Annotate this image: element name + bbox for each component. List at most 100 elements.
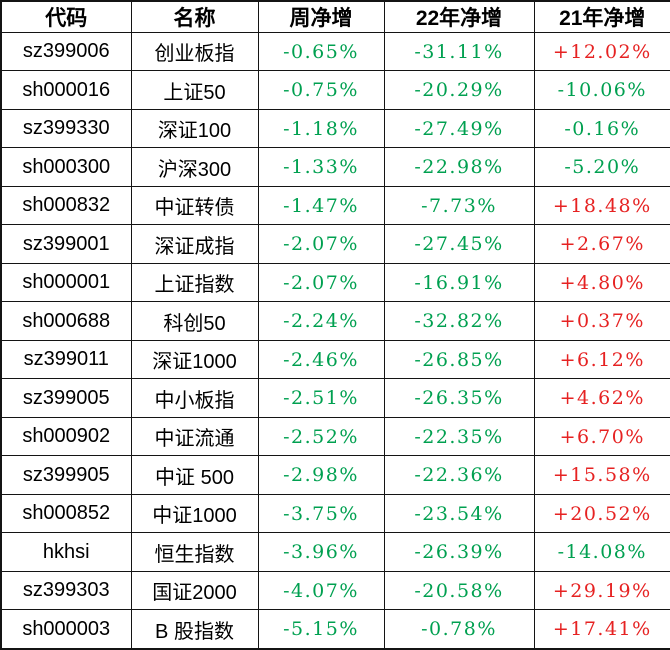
table-row: sz399330 深证100 -1.18% -27.49% -0.16% bbox=[0, 108, 670, 149]
week-change-cell: -2.07% bbox=[257, 262, 385, 303]
year-2021-change-cell: +20.52% bbox=[533, 493, 670, 534]
year-2022-change-cell: -20.58% bbox=[383, 570, 535, 611]
index-name-cell: 中小板指 bbox=[130, 378, 259, 418]
week-change-cell: -2.98% bbox=[257, 455, 385, 495]
week-change-cell: -2.07% bbox=[257, 224, 385, 264]
index-code-cell: sz399330 bbox=[0, 108, 132, 149]
week-change-cell: -1.18% bbox=[257, 108, 385, 149]
index-code-cell: sh000852 bbox=[0, 493, 132, 534]
week-change-cell: -3.75% bbox=[257, 493, 385, 534]
year-2022-change-cell: -22.36% bbox=[383, 455, 535, 495]
index-name-cell: 上证指数 bbox=[130, 262, 259, 303]
table-row: sh000832 中证转债 -1.47% -7.73% +18.48% bbox=[0, 185, 670, 226]
header-row: 代码 名称 周净增 22年净增 21年净增 bbox=[0, 0, 670, 33]
index-code-cell: sh000001 bbox=[0, 262, 132, 303]
table-row: sh000852 中证1000 -3.75% -23.54% +20.52% bbox=[0, 493, 670, 534]
year-2021-change-cell: +12.02% bbox=[533, 31, 670, 72]
week-change-cell: -5.15% bbox=[257, 609, 385, 650]
week-change-cell: -2.24% bbox=[257, 301, 385, 341]
index-name-cell: 深证100 bbox=[130, 108, 259, 149]
index-name-cell: 国证2000 bbox=[130, 570, 259, 611]
index-name-cell: 中证 500 bbox=[130, 455, 259, 495]
year-2022-change-cell: -20.29% bbox=[383, 70, 535, 110]
table-row: hkhsi 恒生指数 -3.96% -26.39% -14.08% bbox=[0, 532, 670, 572]
index-code-cell: sz399001 bbox=[0, 224, 132, 264]
table-row: sz399005 中小板指 -2.51% -26.35% +4.62% bbox=[0, 378, 670, 418]
col-header-week-change: 周净增 bbox=[257, 0, 385, 33]
table-row: sh000003 B 股指数 -5.15% -0.78% +17.41% bbox=[0, 609, 670, 650]
week-change-cell: -2.51% bbox=[257, 378, 385, 418]
index-name-cell: 中证流通 bbox=[130, 416, 259, 457]
table-row: sh000016 上证50 -0.75% -20.29% -10.06% bbox=[0, 70, 670, 110]
table-row: sz399905 中证 500 -2.98% -22.36% +15.58% bbox=[0, 455, 670, 495]
year-2021-change-cell: +4.80% bbox=[533, 262, 670, 303]
week-change-cell: -0.75% bbox=[257, 70, 385, 110]
index-code-cell: sz399011 bbox=[0, 339, 132, 380]
year-2022-change-cell: -7.73% bbox=[383, 185, 535, 226]
week-change-cell: -2.46% bbox=[257, 339, 385, 380]
year-2021-change-cell: +18.48% bbox=[533, 185, 670, 226]
year-2021-change-cell: +2.67% bbox=[533, 224, 670, 264]
year-2021-change-cell: +15.58% bbox=[533, 455, 670, 495]
year-2022-change-cell: -31.11% bbox=[383, 31, 535, 72]
col-header-name: 名称 bbox=[130, 0, 259, 33]
year-2021-change-cell: -14.08% bbox=[533, 532, 670, 572]
index-name-cell: 创业板指 bbox=[130, 31, 259, 72]
week-change-cell: -1.47% bbox=[257, 185, 385, 226]
index-name-cell: 沪深300 bbox=[130, 147, 259, 187]
week-change-cell: -1.33% bbox=[257, 147, 385, 187]
year-2022-change-cell: -16.91% bbox=[383, 262, 535, 303]
year-2021-change-cell: -0.16% bbox=[533, 108, 670, 149]
year-2021-change-cell: +17.41% bbox=[533, 609, 670, 650]
index-name-cell: 中证转债 bbox=[130, 185, 259, 226]
year-2021-change-cell: +29.19% bbox=[533, 570, 670, 611]
year-2022-change-cell: -26.39% bbox=[383, 532, 535, 572]
index-code-cell: sz399005 bbox=[0, 378, 132, 418]
index-code-cell: sh000003 bbox=[0, 609, 132, 650]
table-row: sz399303 国证2000 -4.07% -20.58% +29.19% bbox=[0, 570, 670, 611]
year-2021-change-cell: -5.20% bbox=[533, 147, 670, 187]
year-2022-change-cell: -27.49% bbox=[383, 108, 535, 149]
year-2022-change-cell: -23.54% bbox=[383, 493, 535, 534]
year-2021-change-cell: +6.70% bbox=[533, 416, 670, 457]
table-row: sz399011 深证1000 -2.46% -26.85% +6.12% bbox=[0, 339, 670, 380]
year-2022-change-cell: -32.82% bbox=[383, 301, 535, 341]
index-name-cell: 深证成指 bbox=[130, 224, 259, 264]
week-change-cell: -2.52% bbox=[257, 416, 385, 457]
index-code-cell: sh000832 bbox=[0, 185, 132, 226]
index-name-cell: 中证1000 bbox=[130, 493, 259, 534]
year-2022-change-cell: -27.45% bbox=[383, 224, 535, 264]
table-row: sh000688 科创50 -2.24% -32.82% +0.37% bbox=[0, 301, 670, 341]
year-2021-change-cell: +4.62% bbox=[533, 378, 670, 418]
col-header-2022-change: 22年净增 bbox=[383, 0, 535, 33]
index-code-cell: sz399006 bbox=[0, 31, 132, 72]
table-row: sz399006 创业板指 -0.65% -31.11% +12.02% bbox=[0, 31, 670, 72]
year-2022-change-cell: -26.35% bbox=[383, 378, 535, 418]
table-row: sh000902 中证流通 -2.52% -22.35% +6.70% bbox=[0, 416, 670, 457]
index-code-cell: sh000902 bbox=[0, 416, 132, 457]
index-code-cell: sh000016 bbox=[0, 70, 132, 110]
col-header-2021-change: 21年净增 bbox=[533, 0, 670, 33]
year-2022-change-cell: -22.35% bbox=[383, 416, 535, 457]
index-code-cell: sh000300 bbox=[0, 147, 132, 187]
index-code-cell: hkhsi bbox=[0, 532, 132, 572]
week-change-cell: -4.07% bbox=[257, 570, 385, 611]
index-code-cell: sh000688 bbox=[0, 301, 132, 341]
table-row: sz399001 深证成指 -2.07% -27.45% +2.67% bbox=[0, 224, 670, 264]
index-name-cell: B 股指数 bbox=[130, 609, 259, 650]
year-2022-change-cell: -0.78% bbox=[383, 609, 535, 650]
table-row: sh000300 沪深300 -1.33% -22.98% -5.20% bbox=[0, 147, 670, 187]
year-2021-change-cell: -10.06% bbox=[533, 70, 670, 110]
index-name-cell: 科创50 bbox=[130, 301, 259, 341]
col-header-code: 代码 bbox=[0, 0, 132, 33]
table-row: sh000001 上证指数 -2.07% -16.91% +4.80% bbox=[0, 262, 670, 303]
year-2021-change-cell: +0.37% bbox=[533, 301, 670, 341]
index-code-cell: sz399303 bbox=[0, 570, 132, 611]
index-name-cell: 上证50 bbox=[130, 70, 259, 110]
index-name-cell: 恒生指数 bbox=[130, 532, 259, 572]
week-change-cell: -0.65% bbox=[257, 31, 385, 72]
year-2021-change-cell: +6.12% bbox=[533, 339, 670, 380]
index-name-cell: 深证1000 bbox=[130, 339, 259, 380]
